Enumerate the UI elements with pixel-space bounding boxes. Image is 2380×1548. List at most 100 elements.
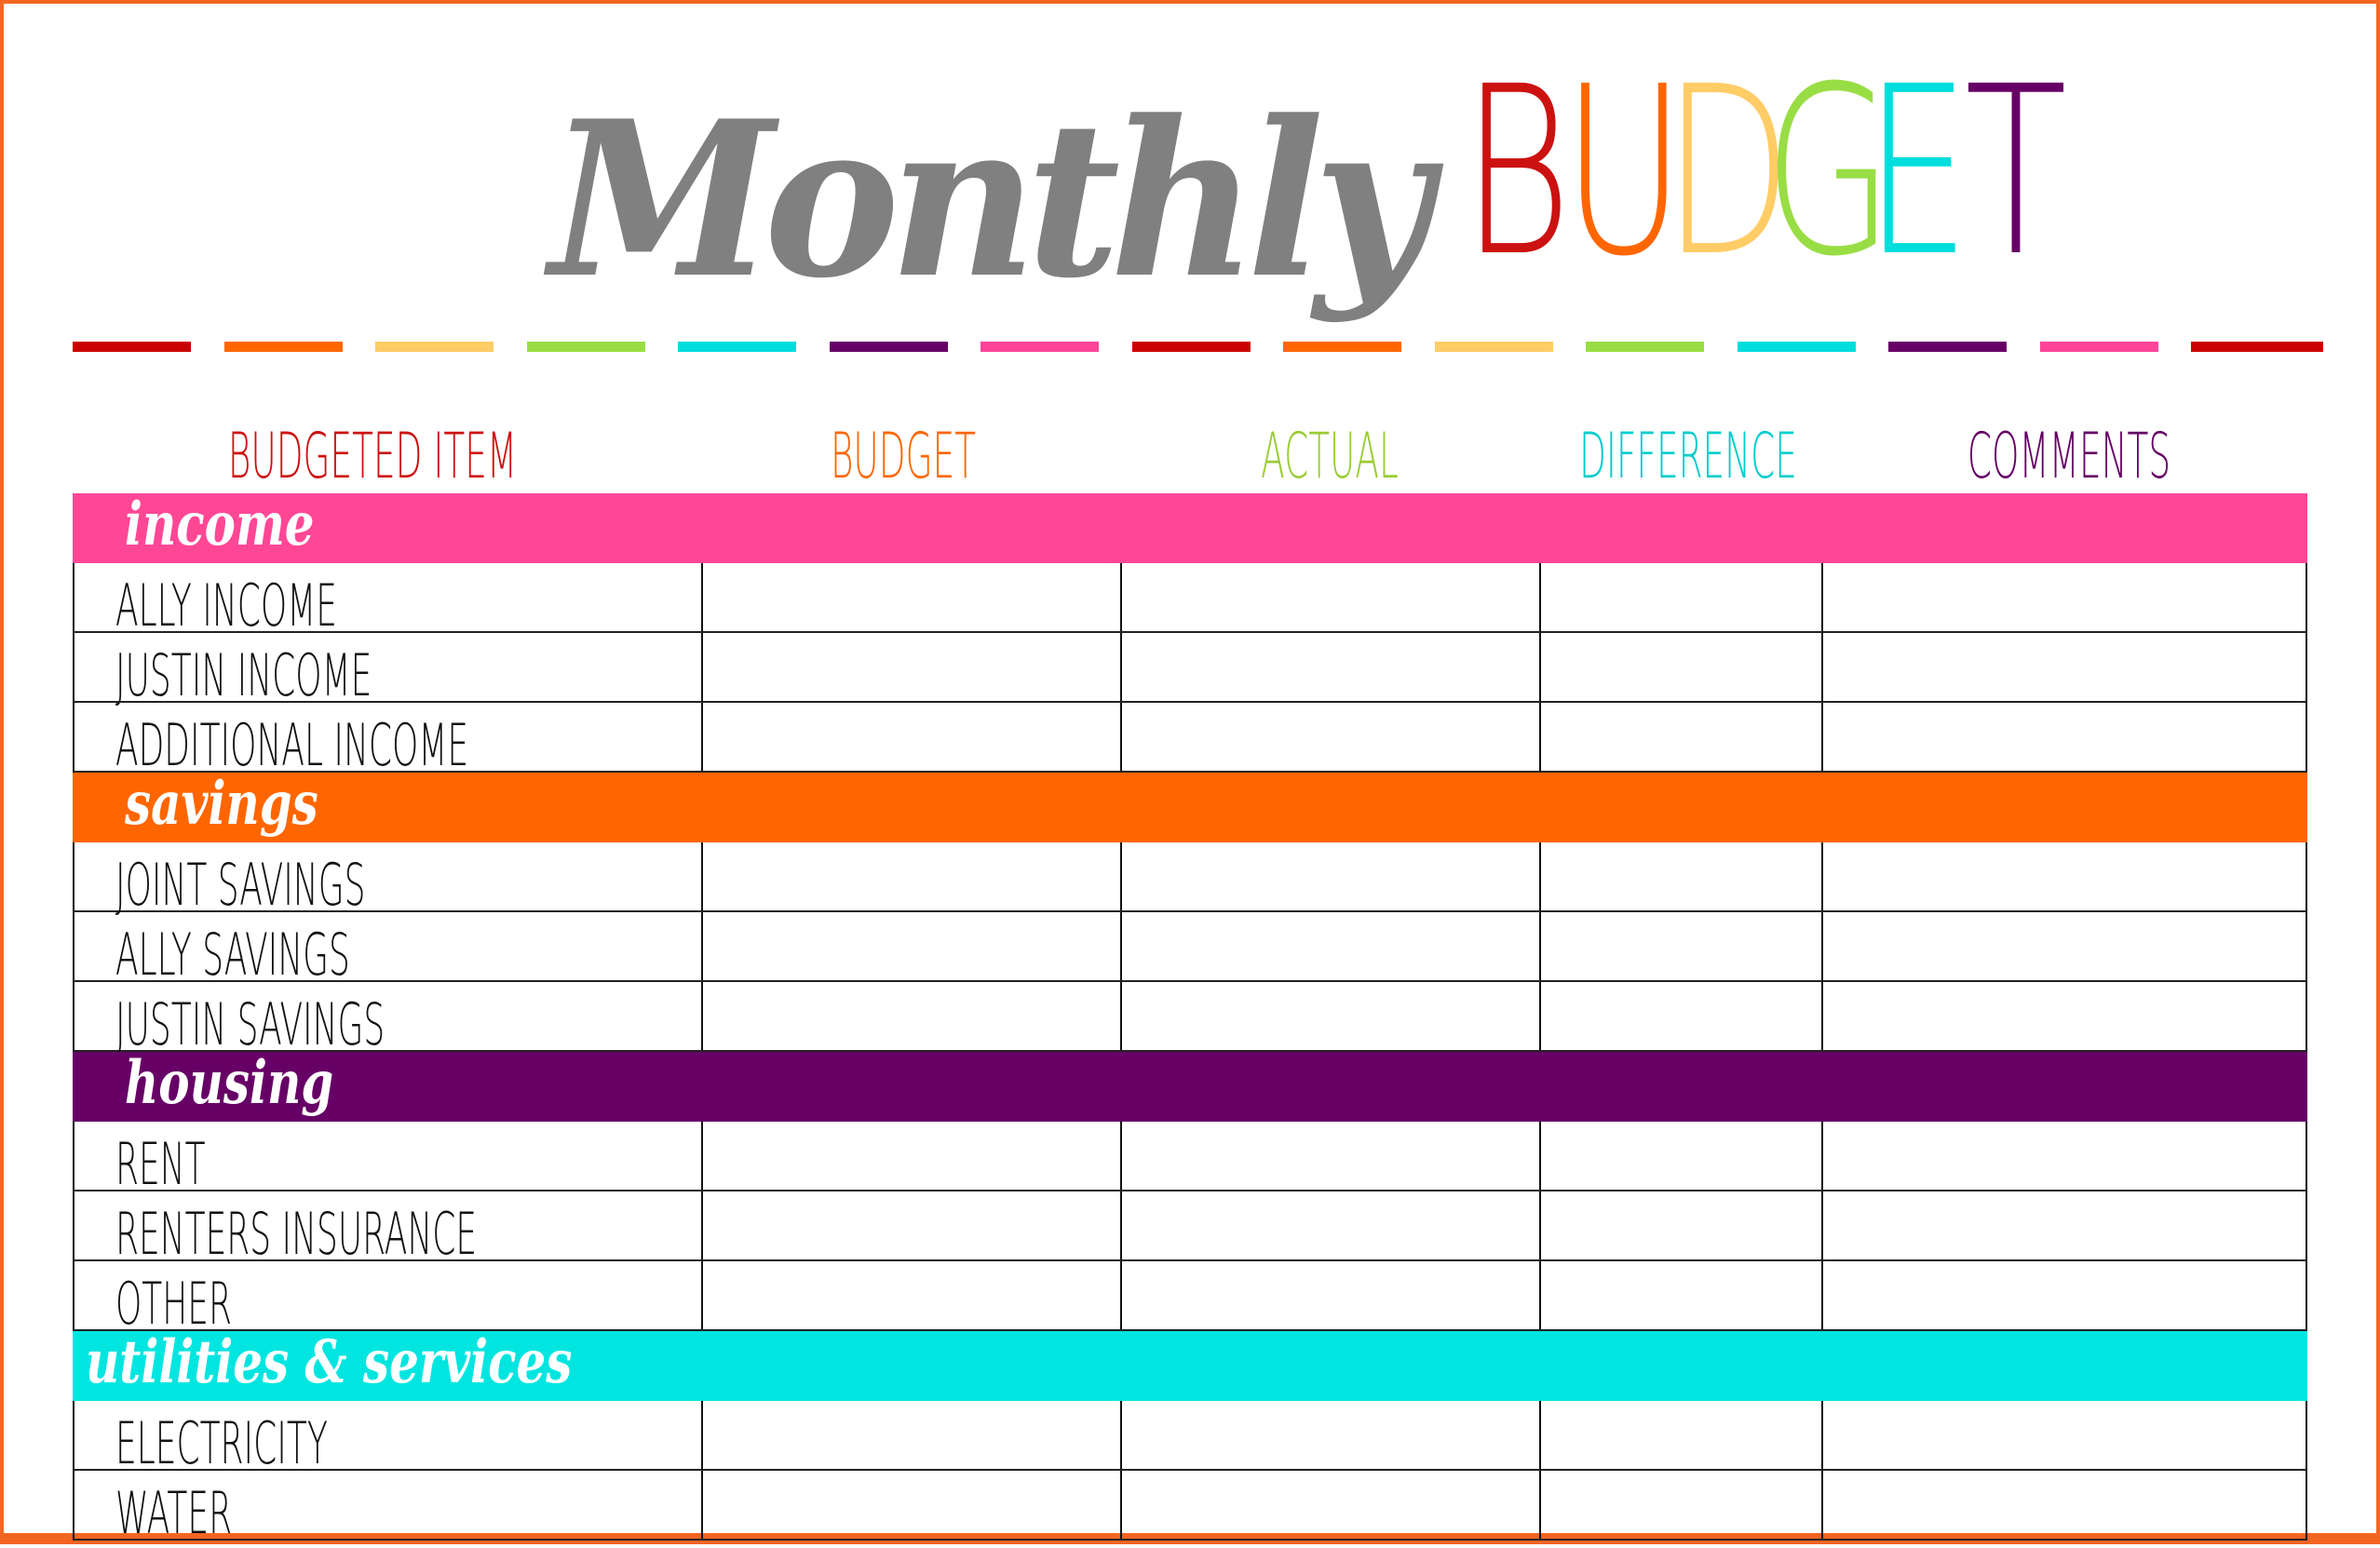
item-label: ALLY SAVINGS xyxy=(115,921,350,989)
table-row: WATER xyxy=(73,1471,2307,1547)
comments-cell[interactable] xyxy=(1821,563,2307,631)
difference-cell[interactable] xyxy=(1539,633,1821,701)
title-letter: U xyxy=(1562,36,1685,307)
section-title: utilities & services xyxy=(86,1327,573,1397)
budget-cell[interactable] xyxy=(701,633,1120,701)
item-cell: RENT xyxy=(73,1122,701,1198)
actual-cell[interactable] xyxy=(1120,1401,1539,1469)
table-row: ADDITIONAL INCOME xyxy=(73,703,2307,779)
comments-cell[interactable] xyxy=(1821,982,2307,1050)
item-cell: JOINT SAVINGS xyxy=(73,842,701,919)
item-label: JOINT SAVINGS xyxy=(115,851,366,919)
difference-cell[interactable] xyxy=(1539,982,1821,1050)
section-header-income: income xyxy=(73,490,2307,563)
divider-dash xyxy=(1131,342,1251,352)
budget-cell[interactable] xyxy=(701,1401,1120,1469)
actual-cell[interactable] xyxy=(1120,703,1539,771)
item-cell: ALLY INCOME xyxy=(73,563,701,639)
section-title: savings xyxy=(125,769,318,839)
column-header: COMMENTS xyxy=(1967,420,2171,493)
table-row: ALLY SAVINGS xyxy=(73,912,2307,989)
table-row: RENT xyxy=(73,1122,2307,1198)
item-cell: WATER xyxy=(73,1471,701,1547)
title-letter: B xyxy=(1461,36,1572,307)
item-label: RENTERS INSURANCE xyxy=(115,1200,478,1268)
item-cell: ELECTRICITY xyxy=(73,1401,701,1477)
item-cell: JUSTIN SAVINGS xyxy=(73,982,701,1058)
budget-cell[interactable] xyxy=(701,982,1120,1050)
section-title: housing xyxy=(125,1048,334,1118)
item-cell: ALLY SAVINGS xyxy=(73,912,701,989)
budget-cell[interactable] xyxy=(701,912,1120,980)
item-label: JUSTIN INCOME xyxy=(115,641,372,709)
item-cell: RENTERS INSURANCE xyxy=(73,1191,701,1268)
comments-cell[interactable] xyxy=(1821,1471,2307,1539)
item-label: RENT xyxy=(115,1130,206,1198)
difference-cell[interactable] xyxy=(1539,1471,1821,1539)
comments-cell[interactable] xyxy=(1821,1261,2307,1329)
item-label: ALLY INCOME xyxy=(115,572,337,639)
budget-cell[interactable] xyxy=(701,842,1120,910)
divider-dash xyxy=(1283,342,1401,352)
actual-cell[interactable] xyxy=(1120,633,1539,701)
difference-cell[interactable] xyxy=(1539,1261,1821,1329)
budget-table: income ALLY INCOME JUSTIN INCOME ADDITIONAL… xyxy=(73,490,2307,1547)
actual-cell[interactable] xyxy=(1120,912,1539,980)
divider-dash xyxy=(2191,342,2323,352)
section-title: income xyxy=(125,490,315,559)
comments-cell[interactable] xyxy=(1821,1191,2307,1259)
dashed-divider xyxy=(73,342,2323,352)
divider-dash xyxy=(678,342,796,352)
title-letter: D xyxy=(1662,36,1792,307)
item-label: JUSTIN SAVINGS xyxy=(115,990,385,1058)
item-cell: JUSTIN INCOME xyxy=(73,633,701,709)
divider-dash xyxy=(2039,342,2158,352)
actual-cell[interactable] xyxy=(1120,563,1539,631)
section-header-utilities-services: utilities & services xyxy=(73,1327,2307,1401)
actual-cell[interactable] xyxy=(1120,982,1539,1050)
budget-cell[interactable] xyxy=(701,1122,1120,1190)
section-header-savings: savings xyxy=(73,769,2307,842)
actual-cell[interactable] xyxy=(1120,1122,1539,1190)
divider-dash xyxy=(1586,342,1704,352)
column-header: ACTUAL xyxy=(1261,420,1399,493)
budget-cell[interactable] xyxy=(701,563,1120,631)
actual-cell[interactable] xyxy=(1120,842,1539,910)
comments-cell[interactable] xyxy=(1821,912,2307,980)
divider-dash xyxy=(526,342,645,352)
divider-dash xyxy=(829,342,948,352)
actual-cell[interactable] xyxy=(1120,1471,1539,1539)
actual-cell[interactable] xyxy=(1120,1261,1539,1329)
comments-cell[interactable] xyxy=(1821,703,2307,771)
divider-dash xyxy=(73,342,191,352)
divider-dash xyxy=(1888,342,2007,352)
difference-cell[interactable] xyxy=(1539,703,1821,771)
comments-cell[interactable] xyxy=(1821,842,2307,910)
difference-cell[interactable] xyxy=(1539,1191,1821,1259)
comments-cell[interactable] xyxy=(1821,1122,2307,1190)
item-label: ADDITIONAL INCOME xyxy=(115,711,469,779)
comments-cell[interactable] xyxy=(1821,1401,2307,1469)
difference-cell[interactable] xyxy=(1539,1401,1821,1469)
difference-cell[interactable] xyxy=(1539,842,1821,910)
title-letter: T xyxy=(1964,36,2067,307)
difference-cell[interactable] xyxy=(1539,563,1821,631)
difference-cell[interactable] xyxy=(1539,1122,1821,1190)
difference-cell[interactable] xyxy=(1539,912,1821,980)
budget-cell[interactable] xyxy=(701,1261,1120,1329)
table-row: JOINT SAVINGS xyxy=(73,842,2307,919)
table-row: ELECTRICITY xyxy=(73,1401,2307,1477)
comments-cell[interactable] xyxy=(1821,633,2307,701)
divider-dash xyxy=(375,342,494,352)
table-row: JUSTIN SAVINGS xyxy=(73,982,2307,1058)
actual-cell[interactable] xyxy=(1120,1191,1539,1259)
divider-dash xyxy=(1737,342,1856,352)
title-script-word: Monthly xyxy=(549,74,1432,326)
table-row: JUSTIN INCOME xyxy=(73,633,2307,709)
divider-dash xyxy=(1434,342,1553,352)
item-label: OTHER xyxy=(115,1270,233,1338)
budget-cell[interactable] xyxy=(701,703,1120,771)
budget-cell[interactable] xyxy=(701,1191,1120,1259)
budget-cell[interactable] xyxy=(701,1471,1120,1539)
